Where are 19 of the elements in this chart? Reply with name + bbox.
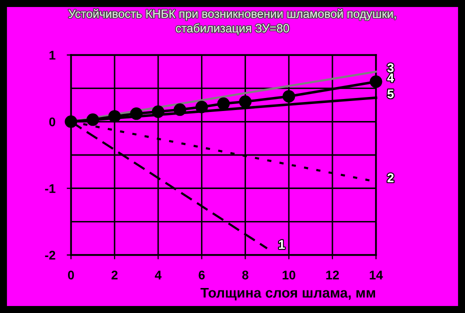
series-label: 4 [387,74,394,82]
series-label: 2 [388,173,394,182]
x-tick-label: 14 [370,270,383,280]
chart-title: Устойчивость КНБК при возникновении шламовой подушки, стабилизация ЗУ=80 [68,9,396,35]
series-label: 5 [387,90,394,98]
y-tick-label: -2 [45,250,56,260]
x-tick-label: 8 [242,270,248,280]
y-tick-label: 1 [50,50,56,60]
x-axis-title: Толщина слоя шлама, мм [200,288,376,300]
y-tick-label: -1 [45,184,56,193]
x-tick-label: 6 [198,270,205,280]
series-label: 1 [278,240,285,249]
y-tick-label: 0 [49,117,56,126]
series-label: 3 [387,63,394,72]
x-tick-label: 4 [154,270,162,280]
x-tick-label: 2 [112,270,118,280]
x-tick-label: 12 [326,270,339,280]
x-tick-label: 10 [282,270,296,280]
x-tick-label: 0 [68,270,74,280]
